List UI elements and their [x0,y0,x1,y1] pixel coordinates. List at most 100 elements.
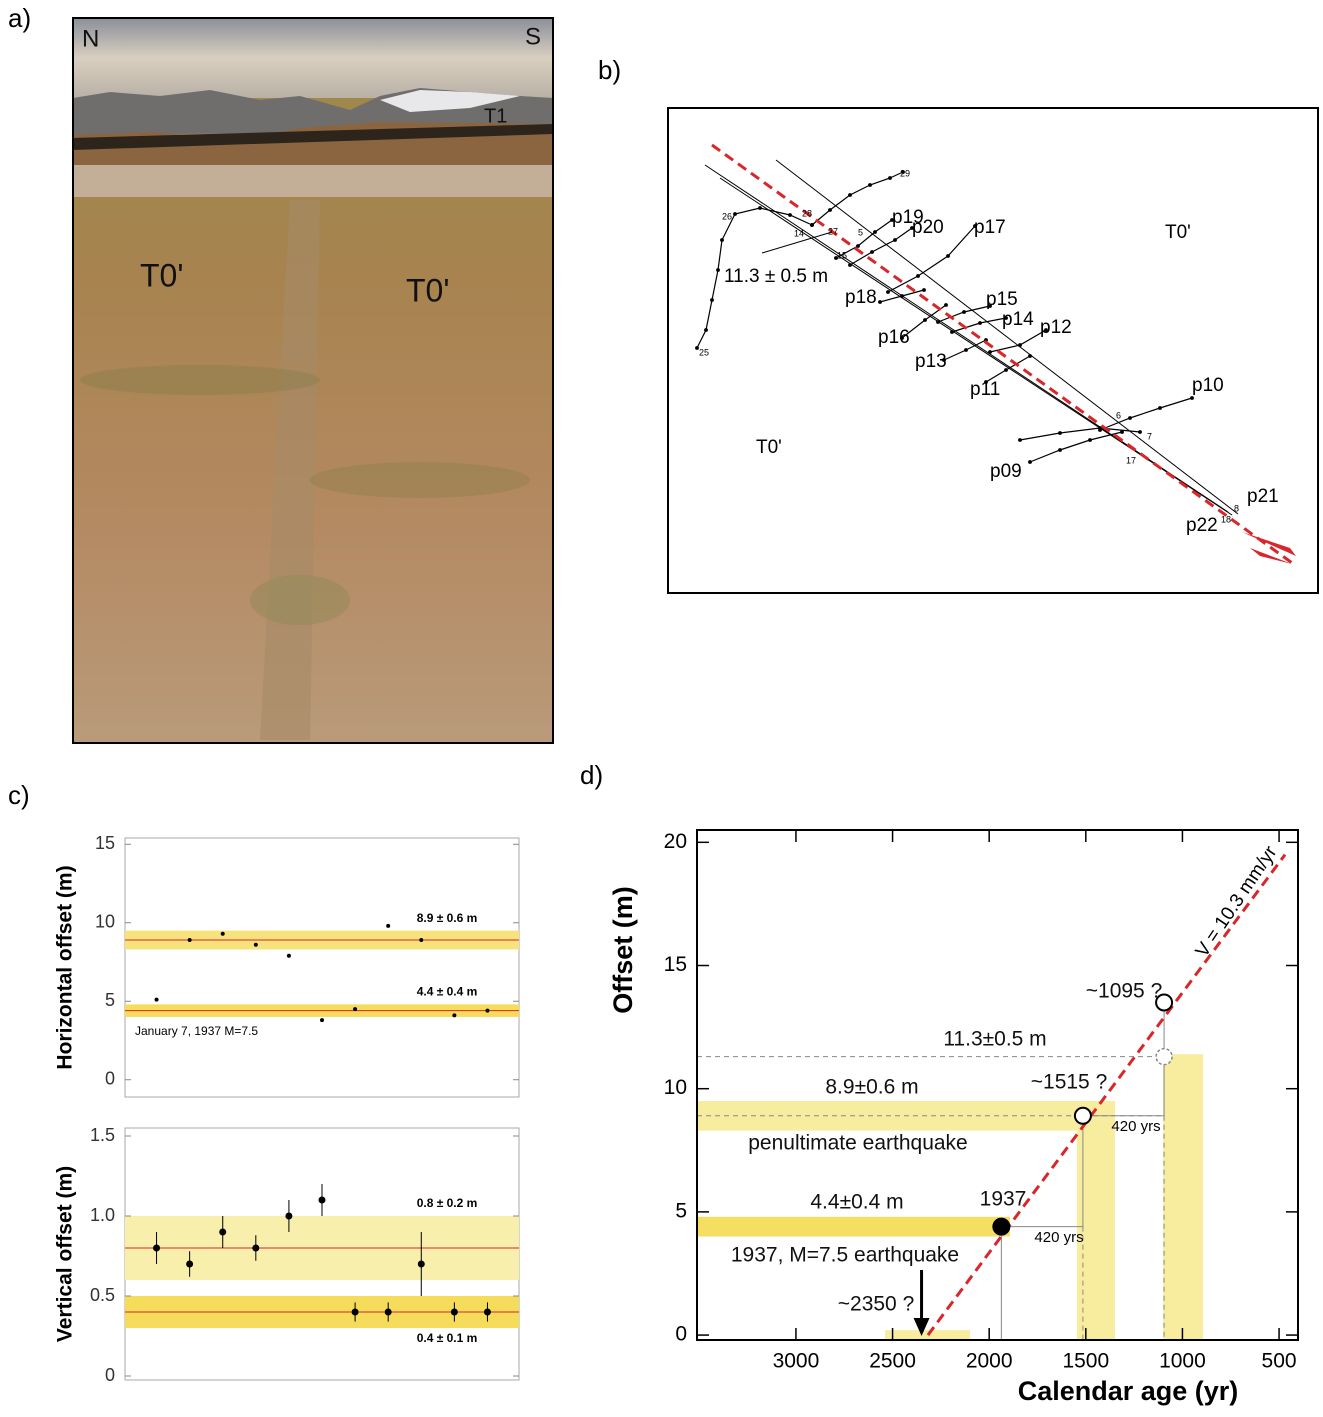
event-point [993,1219,1009,1235]
point [352,1309,359,1316]
age-range [1163,1054,1203,1340]
map-number: 6 [1116,410,1121,420]
map-number: 26 [722,211,732,221]
point [485,1009,489,1013]
offset-band [697,1217,1010,1237]
event-label: ~1515 ? [1031,1071,1108,1094]
photo-label: N [82,25,99,52]
band-label: 4.4±0.4 m [810,1191,903,1214]
point [285,1213,292,1220]
age-range [885,1330,970,1340]
panel-label: c) [8,780,30,810]
map-label: p18 [845,287,877,308]
y-axis-label: Offset (m) [608,886,638,1014]
y-tick-label: 10 [664,1076,687,1099]
x-tick-label: 2000 [966,1350,1013,1373]
map-number: 14 [794,228,804,238]
photo-label: T0' [406,272,449,308]
annotation: January 7, 1937 M=7.5 [135,1024,258,1038]
x-tick-label: 500 [1262,1350,1297,1373]
reference-label: 11.3±0.5 m [943,1028,1046,1051]
y-tick-label: 1.0 [90,1205,115,1225]
photo-label: T0' [140,257,183,293]
figure: a) b) c) d) N S T1 T0' T0' 11.3 ± 0.5 m … [0,0,1323,1412]
map-label: p11 [970,379,1000,400]
photo: N S T1 T0' T0' [73,18,553,743]
event-label: ~1095 ? [1086,980,1163,1003]
panel-label: d) [580,760,603,790]
interval-label: 420 yrs [1111,1118,1160,1135]
map-number: 17 [1126,455,1136,465]
event-point [1075,1108,1091,1124]
map-number: 27 [828,226,838,236]
map-number: 15 [837,250,847,260]
y-tick-label: 20 [664,830,687,853]
map-label: p16 [878,327,910,348]
map-measure: 11.3 ± 0.5 m [724,266,828,287]
panel-label: a) [8,3,31,33]
y-tick-label: 0 [105,1365,115,1385]
panel-label: b) [598,55,621,85]
x-tick-label: 3000 [773,1350,820,1373]
band-label: 0.4 ± 0.1 m [417,1331,478,1345]
map-number: 18 [1221,514,1231,524]
point [418,1261,425,1268]
map-label: p09 [990,461,1022,482]
map-label: T0' [1165,222,1191,243]
map-label: p12 [1040,317,1072,338]
event-label: 1937 [980,1188,1027,1211]
y-tick-label: 5 [105,990,115,1010]
point [452,1013,456,1017]
y-tick-label: 5 [675,1199,687,1222]
y-tick-label: 0 [105,1068,115,1088]
map-label: T0' [756,437,782,458]
y-axis-label: Horizontal offset (m) [54,865,77,1069]
point [287,954,291,958]
y-tick-label: 10 [95,912,115,932]
map-label: p13 [915,351,947,372]
band-label: 8.9 ± 0.6 m [417,911,478,925]
interval-label: 420 yrs [1034,1229,1083,1246]
band-note: 1937, M=7.5 earthquake [731,1244,959,1267]
point [319,1197,326,1204]
x-tick-label: 2500 [869,1350,916,1373]
point [320,1018,324,1022]
point [385,1309,392,1316]
x-tick-label: 1000 [1159,1350,1206,1373]
y-tick-label: 1.5 [90,1125,115,1145]
point [155,998,159,1002]
band-label: 8.9±0.6 m [825,1076,918,1099]
map-number: 5 [858,227,863,237]
point [219,1229,226,1236]
photo-label: T1 [484,105,507,127]
point [484,1309,491,1316]
point [153,1245,160,1252]
point [419,938,423,942]
map-label: p22 [1186,515,1218,536]
projected-point [1156,1049,1172,1065]
map-label: p20 [912,217,944,238]
x-axis-label: Calendar age (yr) [1018,1376,1239,1406]
photo-label: S [525,23,541,50]
plot-area [125,838,519,1097]
point [451,1309,458,1316]
y-tick-label: 0 [675,1323,687,1346]
map-number: 25 [699,347,709,357]
map-label: p14 [1002,309,1034,330]
map-label: p10 [1192,375,1224,396]
map-number: 28 [802,208,812,218]
map-number: 29 [900,168,910,178]
point [254,943,258,947]
map-label: p15 [986,289,1018,310]
arrow-label: ~2350 ? [838,1293,915,1316]
map-label: p17 [974,217,1006,238]
y-tick-label: 0.5 [90,1285,115,1305]
map-label: p21 [1247,486,1279,507]
band-label: 4.4 ± 0.4 m [417,985,478,999]
band-note: penultimate earthquake [748,1132,968,1155]
map: 11.3 ± 0.5 m T0' T0' p19 p20 p17 p18 p15… [668,108,1318,593]
point [353,1007,357,1011]
map-number: 7 [1147,431,1152,441]
y-axis-label: Vertical offset (m) [54,1166,77,1342]
point [252,1245,259,1252]
